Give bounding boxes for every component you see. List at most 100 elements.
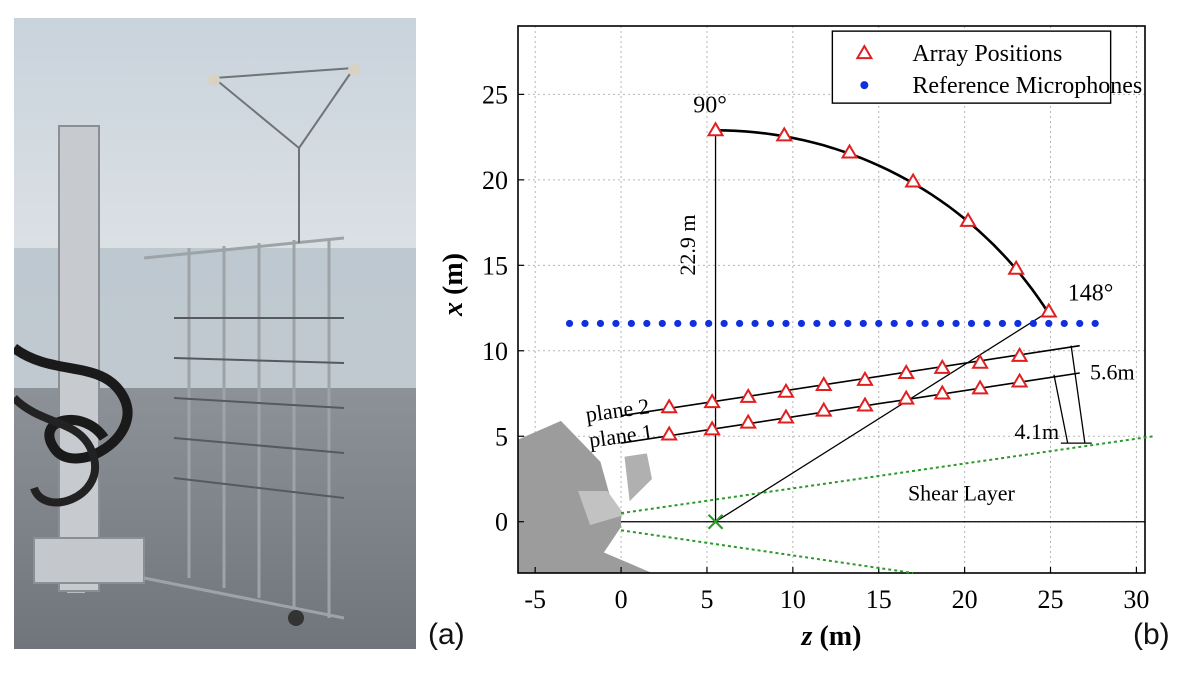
array-position-point [660,398,678,414]
array-position-point [1010,372,1029,388]
reference-microphone-point [581,319,589,328]
legend-box [831,30,1112,104]
plane1-line [620,372,1080,444]
spacing-bracket-lower [1053,374,1069,444]
tick-label-x: 25 [1038,585,1064,614]
array-position-point [933,358,952,374]
array-position-point [1010,346,1029,362]
array-position-point [904,172,922,188]
reference-microphone-point [890,319,898,328]
annotation-distance: 22.9 m [675,214,700,275]
reference-microphone-point [952,319,960,328]
array-position-point [933,384,952,400]
reference-microphone-point [658,319,666,328]
reference-microphone-point [612,319,620,328]
array-position-point [703,393,721,409]
tick-label-x: 20 [952,585,978,614]
reference-microphone-point [782,319,790,328]
array-position-point [706,121,725,137]
reference-microphone-point [565,319,574,328]
array-position-point [840,143,859,159]
reference-microphone-point [627,319,635,328]
annotation-spacing-lower: 4.1m [1014,419,1059,444]
tick-label-x: 10 [780,585,806,614]
reference-microphone-point [875,319,883,328]
reference-microphone-point [828,319,836,328]
tick-label-y: 10 [482,337,508,366]
plot-area [518,26,1145,573]
reference-microphone-point [1091,319,1099,328]
array-position-point [660,425,678,441]
reference-microphone-point [596,319,605,328]
reference-microphone-point [998,319,1007,328]
reference-microphone-point [751,319,759,328]
panel-label-b: (b) [1133,618,1170,651]
array-position-point [815,375,833,391]
array-position-point [815,401,833,417]
reference-microphone-point [766,319,775,328]
tick-label-y: 15 [482,251,508,280]
array-position-point [971,353,989,369]
panel-label-a: (a) [428,618,465,651]
tick-label-y: 0 [495,508,508,537]
legend-label-array: Array Positions [912,41,1062,67]
reference-microphone-point [921,319,929,328]
tick-label-x: 0 [615,585,628,614]
tick-label-x: 30 [1123,585,1149,614]
array-position-point [856,396,874,412]
shear-layer-lower [620,529,914,574]
annotation-90-deg: 90° [693,93,727,119]
reference-microphone-point [643,319,651,328]
annotation-shear-layer: Shear Layer [908,481,1016,506]
aircraft-nozzle-graphic [518,420,652,573]
annotation-spacing-upper: 5.6m [1090,359,1135,384]
plot-border [517,25,1146,574]
array-position-point [1040,302,1058,318]
legend-marker-reference [860,81,869,90]
reference-microphone-point [1045,319,1053,328]
reference-microphone-point [674,319,682,328]
tick-label-x: 15 [866,585,892,614]
array-positions-chart: -5 0 5 10 15 20 25 30 0 5 10 15 20 25 z (m) x (m) 90° 148… [438,25,1154,652]
y-axis-label: x (m) [438,253,469,317]
reference-microphone-point [813,319,821,328]
array-position-point [1007,259,1025,275]
array-position-point [856,370,874,386]
array-position-point [971,379,989,395]
reference-microphone-point [1076,319,1084,328]
nozzle-shape [578,490,625,526]
reference-microphone-point [906,319,914,328]
reference-microphone-point [689,319,697,328]
array-position-point [897,364,915,380]
spacing-bracket-upper [1070,345,1086,444]
array-position-point [739,413,757,429]
reference-microphone-point [1014,319,1022,328]
origin-x-marker [707,513,724,530]
reference-microphone-point [983,319,991,328]
array-position-point [897,389,915,405]
annotation-148-deg: 148° [1068,281,1114,307]
plane2-line [620,344,1080,417]
reference-microphone-point [797,319,806,328]
tick-label-y: 20 [482,166,508,195]
array-position-point [777,382,795,398]
tail-fin-shape [624,453,652,502]
reference-microphone-point [844,319,852,328]
tick-label-x: -5 [524,585,546,614]
array-position-point [739,387,757,403]
legend-marker-array [855,44,874,60]
array-position-point [959,211,977,227]
reference-microphone-point [1060,319,1068,328]
reference-microphone-point [705,319,713,328]
legend-label-reference: Reference Microphones [912,73,1142,99]
reference-microphone-point [735,319,744,328]
array-position-point [777,408,795,424]
reference-microphone-point [720,319,728,328]
x-axis-label: z (m) [801,621,862,652]
array-position-point [703,420,721,436]
reference-microphone-point [1029,319,1037,328]
microphone-array-photo [14,18,416,649]
distance-line-148 [715,310,1050,523]
reference-microphone-point [936,319,945,328]
tick-label-x: 5 [700,585,713,614]
